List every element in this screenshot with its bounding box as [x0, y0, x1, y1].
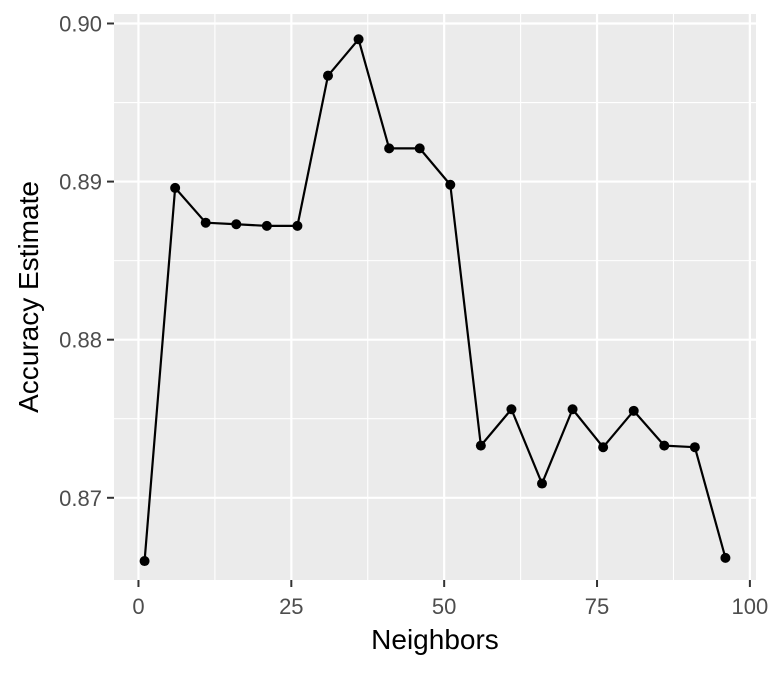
x-axis: 0 25 50 75 100 [132, 580, 768, 619]
data-point [231, 219, 242, 230]
data-point [689, 442, 700, 453]
x-axis-title: Neighbors [371, 624, 499, 655]
data-point [720, 552, 731, 563]
x-tick-label: 75 [585, 594, 609, 619]
plot-panel [114, 14, 756, 580]
data-point [598, 442, 609, 453]
data-point [659, 440, 670, 451]
y-tick-label: 0.90 [59, 11, 102, 36]
data-point [170, 182, 181, 193]
data-point [628, 405, 639, 416]
data-point [323, 70, 333, 81]
y-axis-title: Accuracy Estimate [13, 181, 44, 413]
series-layer [139, 34, 731, 567]
x-tick-label: 25 [279, 594, 303, 619]
data-point [261, 220, 272, 231]
data-point [537, 478, 547, 489]
data-point [414, 143, 425, 154]
data-point [445, 179, 456, 190]
x-tick-label: 100 [732, 594, 768, 619]
y-tick-label: 0.87 [59, 486, 102, 511]
series-line [143, 38, 727, 562]
x-tick-label: 50 [432, 594, 456, 619]
data-point [506, 404, 517, 415]
data-point [353, 34, 364, 45]
y-axis: 0.87 0.88 0.89 0.90 [59, 11, 114, 511]
data-point [292, 220, 303, 231]
major-gridlines [114, 14, 756, 580]
y-tick-label: 0.88 [59, 328, 102, 353]
data-point [200, 217, 211, 228]
minor-gridlines [114, 14, 756, 580]
y-tick-label: 0.89 [59, 170, 102, 195]
data-point [139, 556, 150, 567]
data-point [475, 440, 486, 451]
x-tick-label: 0 [132, 594, 144, 619]
data-point [567, 404, 578, 415]
data-point [384, 143, 395, 154]
